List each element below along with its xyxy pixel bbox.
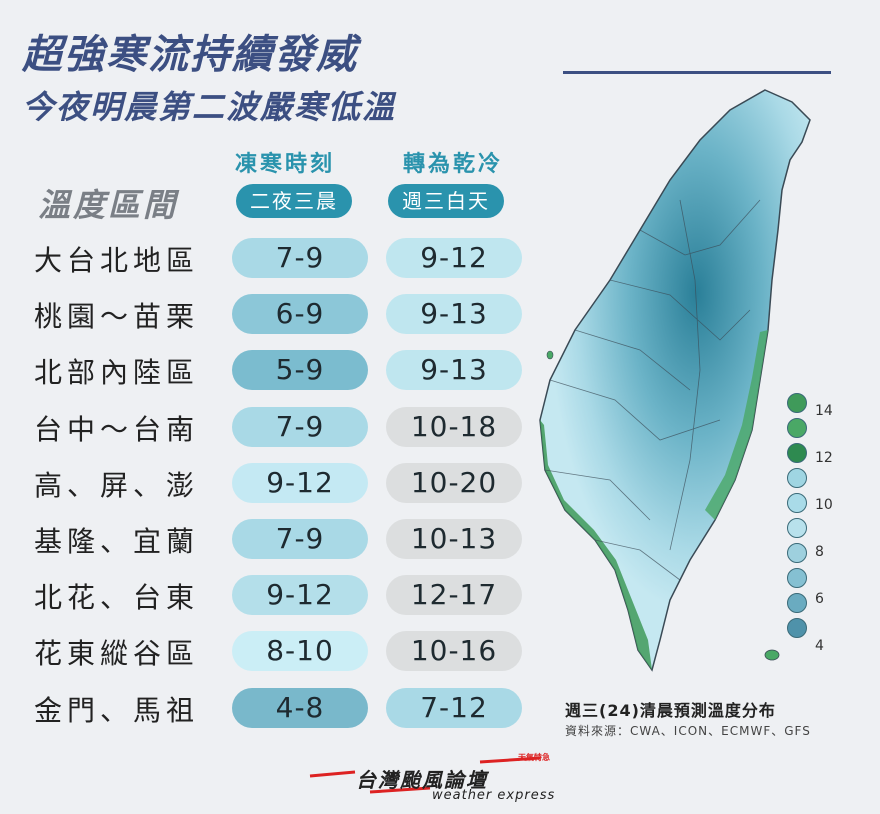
region-name: 高、屏、澎 [34, 468, 200, 502]
day-temp-pill: 12-17 [386, 575, 522, 616]
island-small [764, 649, 780, 661]
night-temp-pill: 7-9 [232, 519, 368, 559]
night-temp-pill: 6-9 [232, 294, 368, 335]
region-name: 北部內陸區 [34, 356, 200, 390]
legend-swatch [787, 568, 807, 588]
legend-swatch [787, 393, 807, 413]
legend-label: 12 [815, 450, 833, 466]
table-row: 大台北地區 7-9 9-12 [0, 236, 560, 280]
region-name: 北花、台東 [34, 581, 200, 615]
night-temp-pill: 4-8 [232, 687, 368, 728]
legend-swatch [787, 468, 807, 488]
legend-swatch [787, 543, 807, 563]
legend-swatch [787, 518, 807, 538]
table-row: 金門、馬祖 4-8 7-12 [0, 686, 560, 730]
table-row: 北部內陸區 5-9 9-13 [0, 348, 560, 392]
night-temp-pill: 9-12 [232, 575, 368, 616]
east-coast-green [705, 330, 768, 520]
night-temp-pill: 7-9 [232, 238, 368, 278]
region-name: 花東縱谷區 [34, 637, 200, 671]
map-caption: 週三(24)清晨預測溫度分布 [565, 701, 776, 720]
table-row: 台中～台南 7-9 10-18 [0, 405, 560, 449]
legend-label: 10 [815, 497, 833, 513]
range-label: 溫度區間 [38, 186, 179, 224]
taiwan-temperature-map [539, 89, 811, 672]
taiwan-island-shape [539, 89, 811, 672]
day-temp-pill: 7-12 [386, 687, 522, 728]
legend-swatch [787, 593, 807, 613]
header-rule [563, 71, 831, 74]
legend-swatch [787, 618, 807, 638]
night-temp-pill: 5-9 [232, 350, 368, 391]
legend-swatch [787, 418, 807, 438]
data-source: 資料來源：CWA、ICON、ECMWF、GFS [565, 724, 811, 738]
legend-label: 14 [815, 403, 833, 419]
legend-label: 6 [815, 591, 824, 607]
main-title: 超強寒流持續發威 [22, 32, 358, 78]
islet [546, 350, 554, 360]
col1-subheading: 二夜三晨 [236, 184, 352, 218]
night-temp-pill: 7-9 [232, 406, 368, 447]
night-temp-pill: 9-12 [232, 462, 368, 503]
table-row: 北花、台東 9-12 12-17 [0, 573, 560, 617]
region-name: 台中～台南 [34, 412, 200, 446]
day-temp-pill: 10-20 [386, 462, 522, 503]
day-temp-pill: 9-12 [386, 238, 522, 278]
brand-logo: 台灣颱風論壇 weather express 天氣特急 [300, 752, 580, 803]
west-coast-green [540, 420, 652, 670]
legend-swatch [787, 493, 807, 513]
col2-heading: 轉為乾冷 [402, 152, 503, 177]
logo-tag: 天氣特急 [518, 753, 550, 762]
table-row: 基隆、宜蘭 7-9 10-13 [0, 517, 560, 561]
table-row: 高、屏、澎 9-12 10-20 [0, 461, 560, 505]
day-temp-pill: 10-16 [386, 631, 522, 672]
legend-label: 4 [815, 638, 824, 654]
day-temp-pill: 9-13 [386, 350, 522, 391]
temperature-legend: 14 12 10 8 6 4 [787, 393, 857, 673]
day-temp-pill: 10-13 [386, 519, 522, 559]
table-row: 桃園～苗栗 6-9 9-13 [0, 292, 560, 336]
region-name: 桃園～苗栗 [34, 300, 200, 334]
logo-swoosh [309, 756, 541, 794]
region-name: 基隆、宜蘭 [34, 525, 200, 558]
table-row: 花東縱谷區 8-10 10-16 [0, 629, 560, 673]
day-temp-pill: 10-18 [386, 406, 522, 447]
region-name: 大台北地區 [34, 244, 200, 277]
col1-heading: 凍寒時刻 [234, 152, 335, 177]
night-temp-pill: 8-10 [232, 631, 368, 672]
col2-subheading: 週三白天 [388, 184, 504, 218]
logo-name: 台灣颱風論壇 [356, 768, 488, 792]
logo-subtitle: weather express [432, 788, 556, 803]
subtitle: 今夜明晨第二波嚴寒低溫 [22, 88, 397, 126]
legend-swatch [787, 443, 807, 463]
region-name: 金門、馬祖 [34, 693, 200, 727]
legend-label: 8 [815, 544, 824, 560]
day-temp-pill: 9-13 [386, 294, 522, 335]
